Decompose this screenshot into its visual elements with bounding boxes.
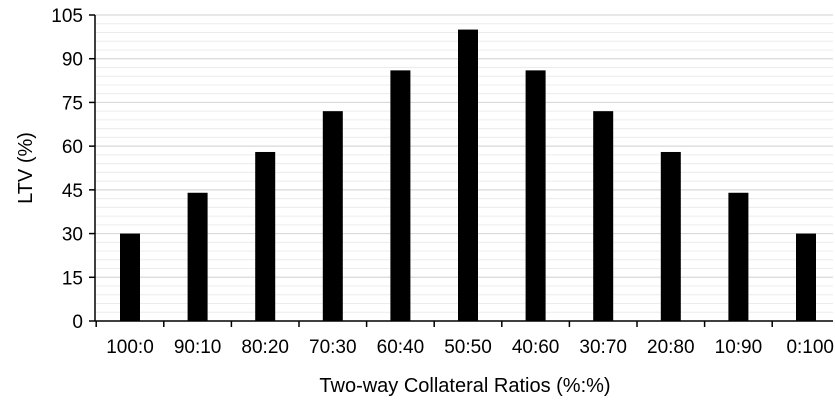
- y-axis-title: LTV (%): [15, 132, 37, 204]
- bar-60:40: [390, 70, 411, 321]
- bar-40:60: [525, 70, 546, 321]
- bar-90:10: [187, 192, 208, 321]
- x-tick-labels: 100:0 90:10 80:20 70:30 60:40 50:50 40:60 30:70…: [106, 337, 834, 358]
- y-tick-label: 90: [62, 50, 83, 71]
- x-tick-label: 30:70: [579, 337, 627, 358]
- x-tick-label: 20:80: [647, 337, 695, 358]
- bar-20:80: [660, 151, 681, 321]
- bar-50:50: [458, 29, 478, 321]
- y-tick-label: 105: [51, 6, 83, 27]
- y-tick-label: 60: [62, 137, 83, 158]
- x-tick-label: 50:50: [444, 337, 492, 358]
- y-tick-label: 0: [72, 312, 83, 333]
- bars: [120, 29, 816, 322]
- bar-30:70: [593, 111, 614, 322]
- x-tick-label: 10:90: [715, 337, 763, 358]
- x-tick-label: 100:0: [106, 337, 154, 358]
- y-tick-label: 30: [62, 225, 83, 246]
- y-tick-labels: 0 15 30 45 60 75 90 105: [51, 6, 83, 333]
- x-tick-label: 0:100: [786, 337, 834, 358]
- x-tick-label: 70:30: [309, 337, 357, 358]
- x-tick-label: 60:40: [377, 337, 425, 358]
- bar-70:30: [322, 111, 343, 322]
- x-axis-title: Two-way Collateral Ratios (%:%): [319, 375, 610, 397]
- bar-100:0: [120, 233, 140, 321]
- bar-80:20: [255, 151, 276, 321]
- y-tick-label: 15: [62, 268, 83, 289]
- x-tick-label: 80:20: [241, 337, 289, 358]
- y-tick-label: 45: [62, 181, 83, 202]
- axes: [89, 14, 833, 327]
- x-tick-label: 90:10: [174, 337, 222, 358]
- y-tick-label: 75: [62, 93, 83, 114]
- bar-0:100: [796, 233, 816, 321]
- bar-10:90: [728, 192, 749, 321]
- x-tick-label: 40:60: [512, 337, 560, 358]
